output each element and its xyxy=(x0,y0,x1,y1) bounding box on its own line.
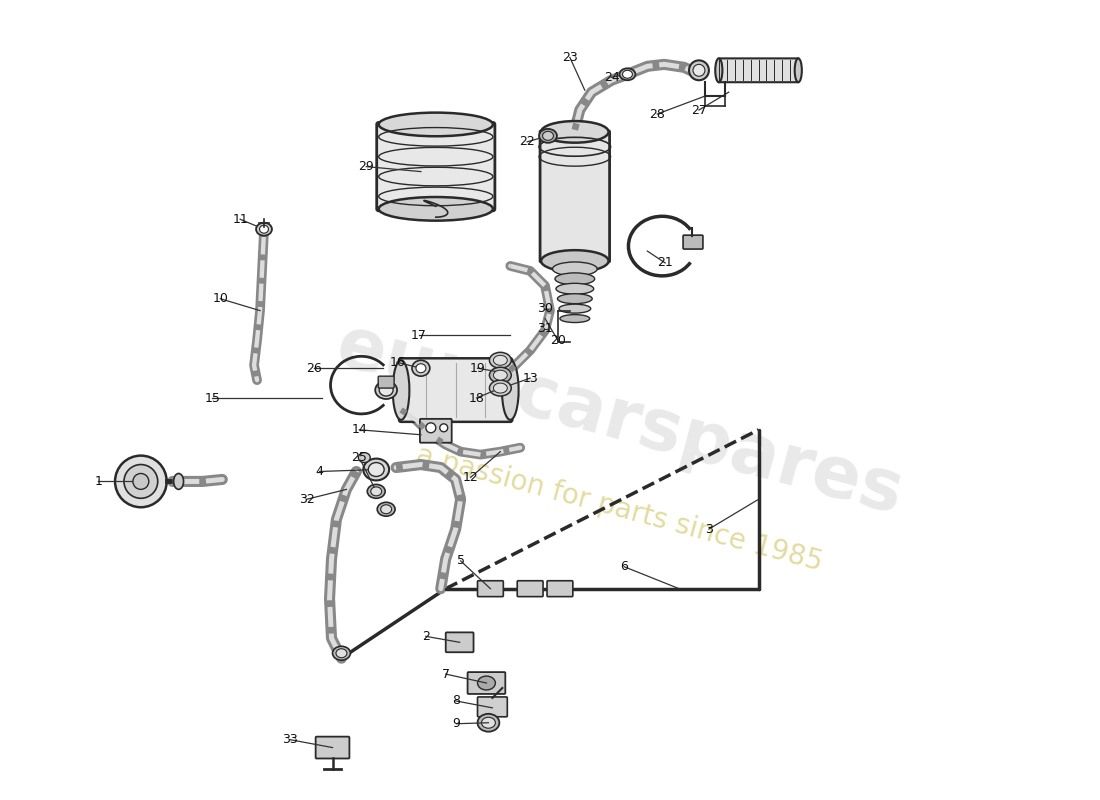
FancyBboxPatch shape xyxy=(540,131,609,262)
Ellipse shape xyxy=(378,113,493,136)
Text: 19: 19 xyxy=(470,362,485,374)
Text: 30: 30 xyxy=(537,302,553,315)
Ellipse shape xyxy=(477,714,499,732)
Ellipse shape xyxy=(393,360,409,420)
Ellipse shape xyxy=(378,197,493,221)
Ellipse shape xyxy=(689,60,708,80)
FancyBboxPatch shape xyxy=(718,58,799,82)
Ellipse shape xyxy=(558,294,592,304)
Ellipse shape xyxy=(494,383,507,393)
Ellipse shape xyxy=(556,283,594,294)
Text: 25: 25 xyxy=(351,451,367,464)
Text: 18: 18 xyxy=(469,391,484,405)
FancyBboxPatch shape xyxy=(316,737,350,758)
Text: 4: 4 xyxy=(316,465,323,478)
Ellipse shape xyxy=(332,646,351,660)
Ellipse shape xyxy=(794,58,802,82)
Ellipse shape xyxy=(539,129,557,142)
FancyBboxPatch shape xyxy=(420,419,452,442)
Circle shape xyxy=(116,456,167,507)
Ellipse shape xyxy=(494,355,507,366)
Text: 10: 10 xyxy=(212,292,228,306)
Text: 33: 33 xyxy=(282,733,298,746)
Text: a passion for parts since 1985: a passion for parts since 1985 xyxy=(414,442,826,577)
Text: 6: 6 xyxy=(620,560,628,574)
Text: 1: 1 xyxy=(95,475,102,488)
Ellipse shape xyxy=(375,381,397,399)
Text: 12: 12 xyxy=(463,471,478,484)
Ellipse shape xyxy=(542,131,553,140)
Text: 24: 24 xyxy=(604,70,619,84)
Text: 32: 32 xyxy=(299,493,315,506)
Text: 26: 26 xyxy=(306,362,321,374)
Ellipse shape xyxy=(560,314,590,322)
Ellipse shape xyxy=(715,58,723,82)
Ellipse shape xyxy=(368,462,384,477)
Text: 16: 16 xyxy=(389,356,405,369)
Ellipse shape xyxy=(336,649,346,658)
Ellipse shape xyxy=(556,273,595,285)
FancyBboxPatch shape xyxy=(376,122,495,211)
Ellipse shape xyxy=(477,676,495,690)
Circle shape xyxy=(124,465,157,498)
Ellipse shape xyxy=(371,487,382,496)
Ellipse shape xyxy=(490,367,512,383)
Circle shape xyxy=(440,424,448,432)
Ellipse shape xyxy=(260,226,268,233)
Ellipse shape xyxy=(502,360,518,420)
Text: 8: 8 xyxy=(452,694,460,707)
Ellipse shape xyxy=(416,364,426,373)
Text: 21: 21 xyxy=(658,257,673,270)
Ellipse shape xyxy=(490,352,512,368)
Text: 5: 5 xyxy=(456,554,464,567)
Ellipse shape xyxy=(559,304,591,313)
Text: 7: 7 xyxy=(442,667,450,681)
Ellipse shape xyxy=(541,121,608,142)
Ellipse shape xyxy=(377,502,395,516)
Text: 28: 28 xyxy=(649,107,666,121)
FancyBboxPatch shape xyxy=(477,581,504,597)
Ellipse shape xyxy=(482,718,495,728)
Circle shape xyxy=(426,423,436,433)
Text: 13: 13 xyxy=(522,372,538,385)
Text: 31: 31 xyxy=(537,322,553,335)
FancyBboxPatch shape xyxy=(378,376,394,388)
Ellipse shape xyxy=(541,250,608,272)
Ellipse shape xyxy=(174,474,184,490)
Text: 20: 20 xyxy=(550,334,565,347)
Text: 2: 2 xyxy=(422,630,430,643)
Text: 17: 17 xyxy=(411,329,427,342)
Ellipse shape xyxy=(412,360,430,376)
Text: 27: 27 xyxy=(691,103,707,117)
Text: eurocarspares: eurocarspares xyxy=(329,311,911,529)
Ellipse shape xyxy=(494,370,507,380)
FancyBboxPatch shape xyxy=(399,358,513,422)
Text: 15: 15 xyxy=(205,391,220,405)
FancyBboxPatch shape xyxy=(517,581,543,597)
Ellipse shape xyxy=(693,64,705,76)
Ellipse shape xyxy=(619,68,636,80)
FancyBboxPatch shape xyxy=(547,581,573,597)
Ellipse shape xyxy=(359,453,371,462)
Ellipse shape xyxy=(256,222,272,236)
FancyBboxPatch shape xyxy=(468,672,505,694)
Text: 11: 11 xyxy=(232,213,248,226)
Ellipse shape xyxy=(379,384,393,396)
FancyBboxPatch shape xyxy=(683,235,703,249)
Text: 29: 29 xyxy=(359,160,374,173)
Ellipse shape xyxy=(363,458,389,481)
Ellipse shape xyxy=(367,485,385,498)
Text: 22: 22 xyxy=(519,135,535,148)
FancyBboxPatch shape xyxy=(477,697,507,717)
Text: 9: 9 xyxy=(453,718,461,730)
Text: 3: 3 xyxy=(705,522,713,535)
Circle shape xyxy=(133,474,148,490)
Ellipse shape xyxy=(381,505,392,514)
FancyBboxPatch shape xyxy=(446,632,473,652)
Ellipse shape xyxy=(623,70,632,78)
Ellipse shape xyxy=(552,262,597,276)
Text: 23: 23 xyxy=(562,51,578,64)
Text: 14: 14 xyxy=(352,423,367,436)
Ellipse shape xyxy=(490,380,512,396)
